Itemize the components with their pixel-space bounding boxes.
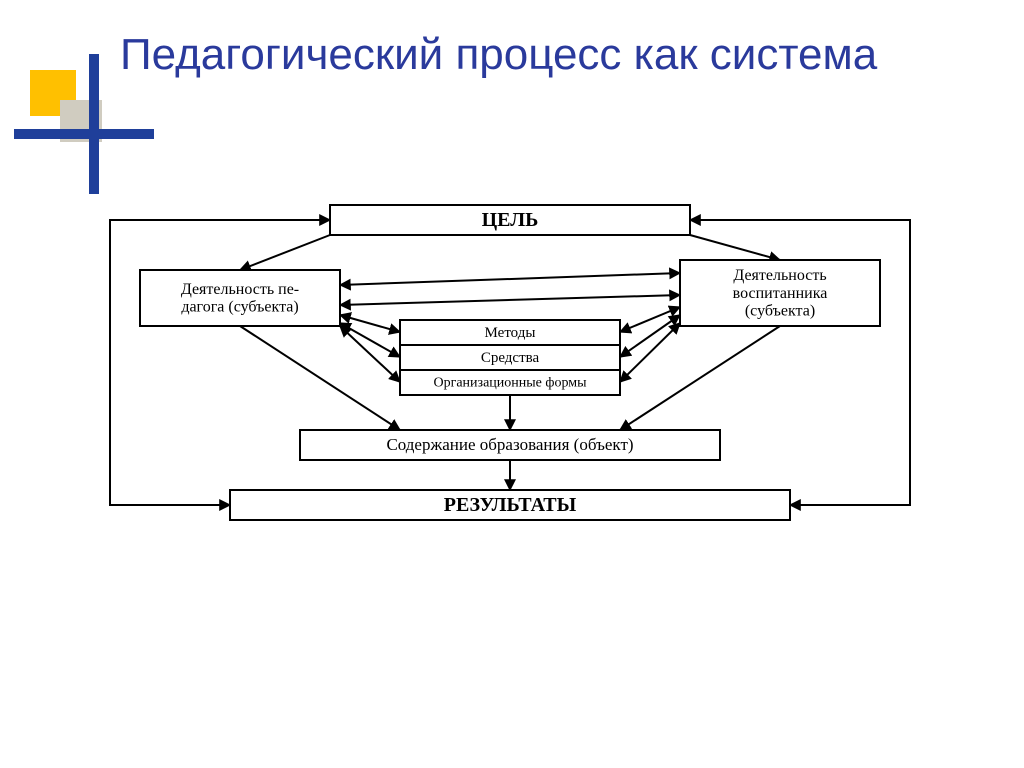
slide-title: Педагогический процесс как система xyxy=(120,30,994,81)
diagram-svg: ЦЕЛЬДеятельность пе-дагога (субъекта)Дея… xyxy=(80,195,940,575)
diagram-box-methods-label: Методы xyxy=(485,325,536,341)
diagram-arrow-9 xyxy=(620,323,680,382)
diagram-box-methods: Методы xyxy=(400,320,620,345)
diagram-box-forms-label: Организационные формы xyxy=(433,376,587,391)
diagram-box-means-label: Средства xyxy=(481,350,540,366)
diagram-box-left-label: дагога (субъекта) xyxy=(181,299,298,316)
diagram-arrow-0 xyxy=(240,235,330,270)
diagram-box-left-label: Деятельность пе- xyxy=(181,281,299,298)
diagram-arrow-4 xyxy=(340,315,400,332)
diagram-arrow-6 xyxy=(340,323,400,357)
diagram-arrow-10 xyxy=(240,326,400,430)
deco-cross-v xyxy=(89,54,99,194)
slide: Педагогический процесс как система ЦЕЛЬ Д… xyxy=(0,0,1024,768)
diagram: ЦЕЛЬДеятельность пе-дагога (субъекта)Дея… xyxy=(80,195,940,575)
diagram-arrow-1 xyxy=(690,235,780,260)
diagram-box-right-label: (субъекта) xyxy=(745,302,815,319)
diagram-box-means: Средства xyxy=(400,345,620,370)
diagram-arrow-8 xyxy=(340,326,400,382)
diagram-box-goal: ЦЕЛЬ xyxy=(330,205,690,235)
diagram-arrow-11 xyxy=(620,326,780,430)
diagram-box-left: Деятельность пе-дагога (субъекта) xyxy=(140,270,340,326)
deco-cross-h xyxy=(14,129,154,139)
diagram-box-right-label: воспитанника xyxy=(733,285,828,302)
diagram-box-right: Деятельностьвоспитанника(субъекта) xyxy=(680,260,880,326)
diagram-box-right-label: Деятельность xyxy=(733,267,826,284)
diagram-arrow-7 xyxy=(620,315,680,357)
diagram-box-results: РЕЗУЛЬТАТЫ xyxy=(230,490,790,520)
diagram-box-results-label: РЕЗУЛЬТАТЫ xyxy=(444,494,577,516)
diagram-box-forms: Организационные формы xyxy=(400,370,620,395)
diagram-box-content-label: Содержание образования (объект) xyxy=(386,435,633,454)
diagram-box-goal-label: ЦЕЛЬ xyxy=(482,209,539,231)
diagram-box-content: Содержание образования (объект) xyxy=(300,430,720,460)
diagram-arrow-5 xyxy=(620,307,680,332)
diagram-arrow-2 xyxy=(340,273,680,285)
diagram-arrow-3 xyxy=(340,295,680,305)
